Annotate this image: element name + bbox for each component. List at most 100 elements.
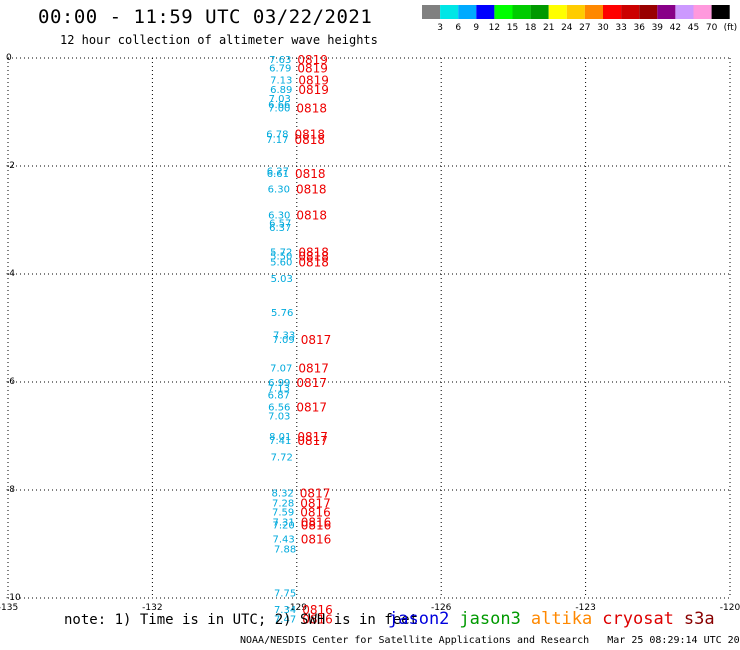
swh-value-label: 6.78 bbox=[266, 130, 288, 141]
y-tick-label: -6 bbox=[6, 377, 15, 387]
satellite-legend-s3a: s3a bbox=[683, 609, 715, 629]
pass-time-label: 0817 bbox=[300, 487, 331, 501]
swh-value-label: 6.79 bbox=[269, 64, 291, 75]
colorbar-label: 36 bbox=[633, 23, 645, 33]
satellite-legend-jason3: jason3 bbox=[459, 609, 521, 629]
colorbar-swatch bbox=[494, 5, 513, 19]
swh-value-label: 7.13 bbox=[270, 76, 292, 87]
pass-time-label: 0817 bbox=[296, 376, 327, 390]
colorbar-label: 33 bbox=[615, 23, 626, 33]
colorbar-swatch bbox=[584, 5, 603, 19]
pass-time-label: 0818 bbox=[296, 209, 327, 223]
pass-time-label: 0818 bbox=[295, 128, 326, 142]
map-subtitle: 12 hour collection of altimeter wave hei… bbox=[60, 33, 378, 47]
swh-value-label: 5.76 bbox=[271, 308, 293, 319]
colorbar-swatch bbox=[512, 5, 531, 19]
pass-time-label: 0817 bbox=[298, 361, 329, 375]
swh-value-label: 7.75 bbox=[274, 589, 296, 600]
satellite-legend-cryosat: cryosat bbox=[602, 609, 674, 629]
x-tick-label: -135 bbox=[0, 603, 18, 613]
pass-time-label: 0817 bbox=[297, 434, 328, 448]
pass-time-label: 0819 bbox=[297, 62, 328, 76]
swh-value-label: 6.30 bbox=[268, 211, 290, 222]
swh-value-label: 6.56 bbox=[268, 402, 290, 413]
colorbar-label: 3 bbox=[437, 23, 443, 33]
swh-value-label: 7.47 bbox=[274, 615, 296, 626]
x-tick-label: -123 bbox=[575, 603, 595, 613]
pass-time-label: 0818 bbox=[296, 183, 327, 197]
swh-value-label: 6.30 bbox=[268, 185, 290, 196]
colorbar-label: 12 bbox=[489, 23, 500, 33]
swh-value-label: 7.20 bbox=[272, 521, 294, 532]
swh-value-label: 7.41 bbox=[269, 436, 291, 447]
swh-value-label: 5.50 bbox=[270, 252, 292, 263]
pass-time-label: 0818 bbox=[295, 133, 326, 147]
satellite-legend-jason2: jason2 bbox=[388, 609, 450, 629]
colorbar-label: 70 bbox=[706, 23, 718, 33]
pass-time-label: 0817 bbox=[296, 400, 327, 414]
y-tick-label: -8 bbox=[6, 485, 15, 495]
colorbar-swatch bbox=[422, 5, 441, 19]
swh-value-label: 7.34 bbox=[274, 605, 296, 616]
colorbar-label: 24 bbox=[561, 23, 573, 33]
pass-time-label: 0818 bbox=[298, 245, 329, 259]
swh-value-label: 7.07 bbox=[270, 363, 292, 374]
colorbar-label: 18 bbox=[525, 23, 537, 33]
y-tick-label: -4 bbox=[6, 269, 15, 279]
y-tick-label: 0 bbox=[6, 53, 12, 63]
x-tick-label: -132 bbox=[142, 603, 162, 613]
colorbar-label: 30 bbox=[597, 23, 609, 33]
swh-value-label: 6.66 bbox=[268, 100, 290, 111]
swh-value-label: 7.03 bbox=[269, 94, 291, 105]
colorbar-label: 21 bbox=[543, 23, 554, 33]
colorbar-swatch bbox=[566, 5, 585, 19]
colorbar-swatch bbox=[476, 5, 495, 19]
x-tick-label: -120 bbox=[720, 603, 740, 613]
swh-value-label: 7.28 bbox=[272, 498, 294, 509]
swh-value-label: 6.27 bbox=[267, 166, 289, 177]
pass-time-label: 0817 bbox=[297, 430, 328, 444]
pass-time-label: 0816 bbox=[301, 519, 332, 533]
swh-value-label: 7.33 bbox=[273, 330, 295, 341]
pass-time-label: 0816 bbox=[300, 506, 331, 520]
pass-time-label: 0819 bbox=[297, 53, 328, 67]
colorbar-swatch bbox=[621, 5, 640, 19]
colorbar-label: 15 bbox=[507, 23, 518, 33]
swh-value-label: 7.31 bbox=[272, 517, 294, 528]
pass-time-label: 0819 bbox=[298, 83, 329, 97]
colorbar-label: 39 bbox=[652, 23, 664, 33]
pass-time-label: 0818 bbox=[298, 256, 329, 270]
map-title: 00:00 - 11:59 UTC 03/22/2021 bbox=[38, 6, 373, 28]
colorbar-swatch bbox=[530, 5, 549, 19]
colorbar-swatch bbox=[458, 5, 477, 19]
colorbar-swatch bbox=[639, 5, 658, 19]
swh-value-label: 8.32 bbox=[272, 489, 294, 500]
y-tick-label: -10 bbox=[6, 593, 21, 603]
axis-tick-labels: 0 -2 -4 -6 -8 -10-135 -132 -129 -126 -123 -120 bbox=[0, 53, 740, 613]
map-grid bbox=[7, 57, 731, 599]
colorbar-swatch bbox=[657, 5, 676, 19]
pass-time-label: 0816 bbox=[302, 603, 333, 617]
swh-value-label: 7.72 bbox=[271, 453, 293, 464]
satellite-legend-altika: altika bbox=[530, 609, 593, 629]
swh-value-label: 7.09 bbox=[272, 335, 294, 346]
x-tick-label: -129 bbox=[287, 603, 308, 613]
pass-time-label: 0817 bbox=[300, 496, 331, 510]
swh-value-label: 5.03 bbox=[271, 274, 293, 285]
colorbar-label: 6 bbox=[455, 23, 461, 33]
swh-value-label: 6.61 bbox=[267, 169, 289, 180]
units-note: note: 1) Time is in UTC; 2) SWH is in fe… bbox=[64, 612, 419, 628]
swh-value-label: 7.59 bbox=[272, 508, 294, 519]
colorbar-swatch bbox=[603, 5, 622, 19]
pass-time-label: 0818 bbox=[296, 102, 327, 116]
swh-value-label: 6.99 bbox=[268, 378, 290, 389]
colorbar-swatch bbox=[675, 5, 694, 19]
colorbar-swatch bbox=[711, 5, 730, 19]
pass-time-label: 0818 bbox=[298, 250, 329, 264]
colorbar-legend: 3 6 9 12 15 18 21 24 27 30 33 36 39 42 45 70 (ft) bbox=[422, 5, 737, 33]
pass-time-label: 0819 bbox=[298, 74, 329, 88]
colorbar-units: (ft) bbox=[724, 23, 738, 33]
colorbar-label: 42 bbox=[670, 23, 681, 33]
pass-time-label: 0817 bbox=[301, 333, 332, 347]
x-tick-label: -126 bbox=[431, 603, 452, 613]
